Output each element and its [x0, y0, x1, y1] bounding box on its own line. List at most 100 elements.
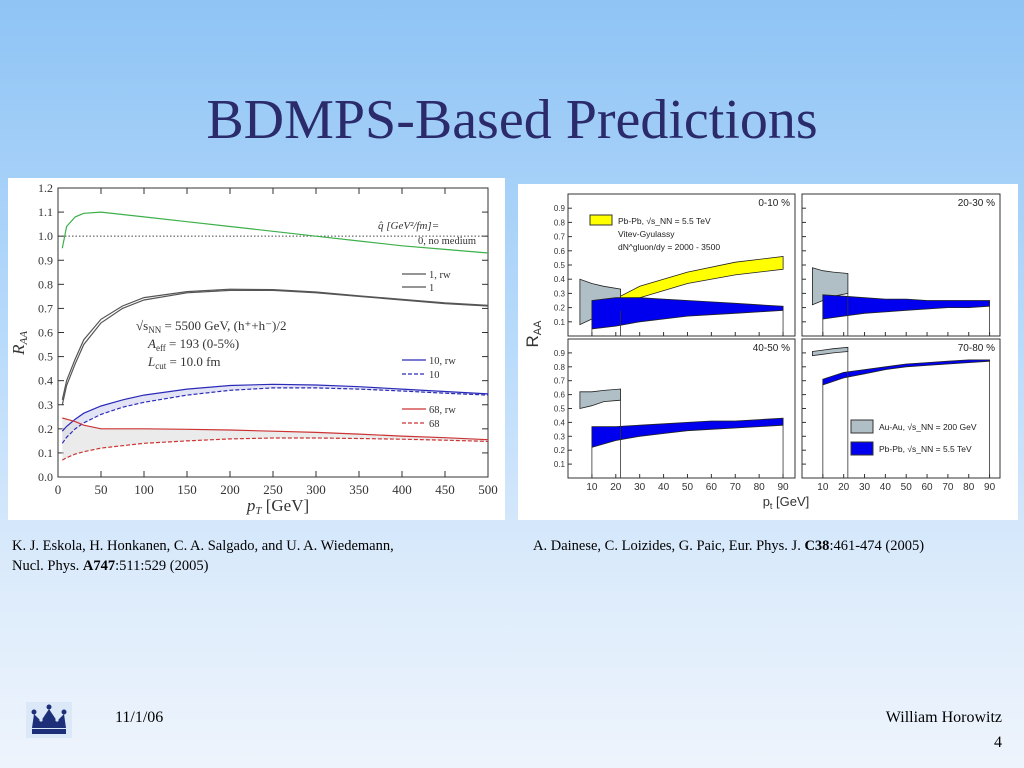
y-tick-label: 0.6 [554, 391, 566, 400]
reference-left-journal: Nucl. Phys. [12, 558, 83, 574]
series-line [61, 383, 489, 432]
x-tick-label: 90 [777, 482, 789, 493]
footer-page-number: 4 [994, 734, 1002, 751]
x-tick-label: 150 [177, 482, 197, 497]
slide-title: BDMPS-Based Predictions [206, 89, 818, 151]
reference-left: K. J. Eskola, H. Honkanen, C. A. Salgado… [12, 536, 517, 576]
x-tick-label: 100 [134, 482, 154, 497]
y-tick-label: 0.5 [38, 350, 53, 364]
subplot-label: 40-50 % [753, 343, 790, 354]
y-tick-label: 0.4 [554, 275, 566, 284]
reference-left-volume: A747 [82, 558, 116, 574]
subplot-label: 20-30 % [958, 198, 995, 209]
y-tick-label: 0.8 [554, 363, 566, 372]
x-tick-label: 90 [984, 482, 996, 493]
x-tick-label: 50 [682, 482, 694, 493]
legend-label: 68, rw [429, 405, 456, 416]
x-tick-label: 500 [478, 482, 498, 497]
legend-label: 1, rw [429, 270, 451, 281]
y-tick-label: 0.7 [554, 233, 566, 242]
legend-label: Au-Au, √s_NN = 200 GeV [879, 422, 977, 432]
x-tick-label: 50 [901, 482, 913, 493]
x-tick-label: 0 [55, 482, 62, 497]
left-chart: 0 50 100 150 200 250 300 350 400 450 500 0.0 0.1 0.2 0… [9, 181, 498, 517]
y-tick-label: 0.3 [554, 289, 566, 298]
legend-label: Pb-Pb, √s_NN = 5.5 TeV [879, 444, 972, 454]
y-tick-label: 0.2 [554, 446, 566, 455]
y-tick-label: 0.1 [554, 460, 566, 469]
right-chart: 0-10 % 0.1 0.2 0.3 0.4 0.5 0.6 0.7 0.8 0.9 20-30 %… [523, 193, 1001, 511]
right-y-axis-label: RAA [523, 320, 544, 348]
x-tick-label: 20 [838, 482, 850, 493]
y-tick-label: 0.0 [38, 470, 53, 484]
legend-swatch-pbpb [850, 441, 874, 456]
series-line [62, 437, 489, 461]
legend-label: 0, no medium [418, 236, 476, 247]
band-auau [812, 346, 849, 357]
reference-right-volume: C38 [804, 538, 830, 554]
series-line [61, 288, 489, 401]
legend-label: 10, rw [429, 356, 456, 367]
y-tick-label: 0.4 [554, 418, 566, 427]
x-tick-label: 70 [730, 482, 742, 493]
subplot-frame [567, 338, 796, 479]
band-pbpb [591, 297, 784, 330]
x-tick-label: 60 [921, 482, 933, 493]
legend-title: q̂ [GeV²/fm]= [378, 220, 439, 232]
x-tick-label: 200 [220, 482, 240, 497]
y-tick-label: 1.1 [38, 205, 53, 219]
x-axis-label: pT [GeV] [246, 496, 309, 517]
x-tick-label: 50 [95, 482, 108, 497]
y-axis-label: RAA [9, 331, 30, 356]
y-tick-label: 0.9 [554, 349, 566, 358]
x-tick-label: 20 [610, 482, 622, 493]
series-line [61, 387, 489, 444]
series-line [61, 211, 489, 254]
x-tick-label: 250 [263, 482, 283, 497]
y-tick-label: 1.2 [38, 181, 53, 195]
x-tick-label: 300 [306, 482, 326, 497]
y-tick-label: 0.4 [38, 374, 53, 388]
x-tick-label: 10 [817, 482, 829, 493]
x-tick-label: 400 [392, 482, 412, 497]
band-auau [812, 267, 849, 306]
x-tick-label: 40 [658, 482, 670, 493]
y-tick-label: 0.1 [38, 446, 53, 460]
series-line [61, 289, 489, 405]
series-line [62, 417, 489, 441]
left-chart-panel: 0 50 100 150 200 250 300 350 400 450 500 0.0 0.1 0.2 0… [8, 178, 505, 520]
reference-left-line1: K. J. Eskola, H. Honkanen, C. A. Salgado… [12, 538, 394, 554]
x-tick-label: 80 [963, 482, 975, 493]
x-tick-label: 30 [859, 482, 871, 493]
legend-label: 10 [429, 370, 440, 381]
right-chart-panel: 0-10 % 0.1 0.2 0.3 0.4 0.5 0.6 0.7 0.8 0.9 20-30 %… [518, 184, 1018, 520]
legend-swatch-auau [850, 419, 874, 434]
footer-date: 11/1/06 [115, 709, 164, 726]
x-tick-label: 10 [586, 482, 598, 493]
y-tick-label: 0.1 [554, 318, 566, 327]
right-x-axis-label: pt [GeV] [763, 494, 810, 511]
x-tick-label: 450 [435, 482, 455, 497]
y-tick-label: 0.6 [38, 326, 53, 340]
y-tick-label: 0.3 [38, 398, 53, 412]
legend-label: Pb-Pb, √s_NN = 5.5 TeV [618, 216, 711, 226]
y-tick-label: 1.0 [38, 229, 53, 243]
y-tick-label: 0.3 [554, 432, 566, 441]
reference-right-pages: :461-474 (2005) [829, 538, 925, 554]
x-tick-label: 40 [880, 482, 892, 493]
y-tick-label: 0.9 [554, 204, 566, 213]
legend-label: Vitev-Gyulassy [618, 229, 675, 239]
x-tick-label: 350 [349, 482, 369, 497]
reference-right-authors: A. Dainese, C. Loizides, G. Paic, Eur. P… [533, 538, 805, 554]
reference-right: A. Dainese, C. Loizides, G. Paic, Eur. P… [533, 536, 1023, 556]
band-qhat-68 [62, 418, 489, 461]
crown-icon [26, 702, 72, 738]
annotation-sqrt: √sNN = 5500 GeV, (h⁺+h⁻)/2 [136, 318, 286, 335]
y-tick-label: 0.7 [38, 301, 53, 315]
x-tick-label: 70 [942, 482, 954, 493]
y-tick-label: 0.8 [38, 277, 53, 291]
x-tick-label: 80 [754, 482, 766, 493]
y-tick-label: 0.7 [554, 377, 566, 386]
annotation-aeff: Aeff = 193 (0-5%) [147, 336, 239, 353]
x-tick-label: 30 [634, 482, 646, 493]
